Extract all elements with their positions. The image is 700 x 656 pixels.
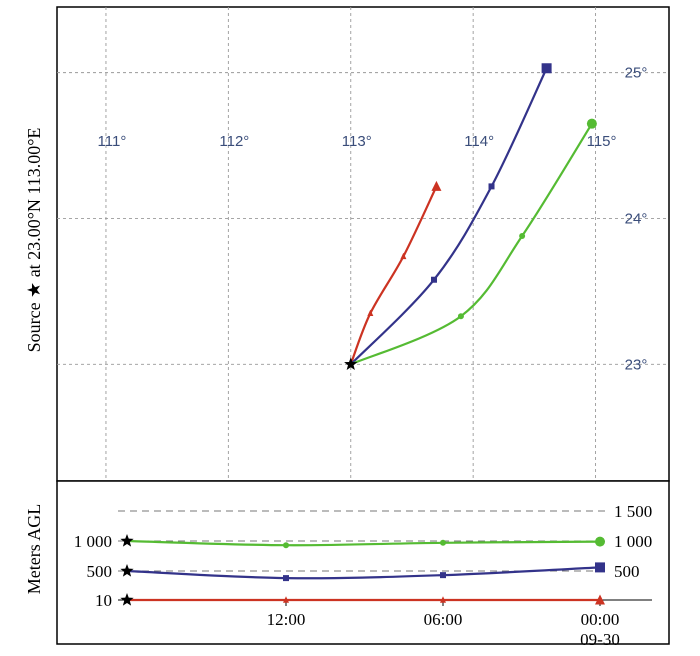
trajectory-line: [349, 67, 548, 366]
height-frame: [56, 480, 670, 645]
trajectory-point: [541, 63, 552, 74]
map-y-axis-label: Source ★ at 23.00°N 113.00°E: [24, 128, 44, 353]
longitude-tick-label: 111°: [98, 133, 127, 150]
trajectory-point: [488, 183, 495, 190]
height-series: [126, 536, 605, 605]
height-point: [595, 594, 605, 605]
height-x-tick-label: 00:00: [581, 610, 620, 629]
height-left-tick-label: 10: [95, 591, 112, 610]
latitude-tick-label: 25°: [625, 65, 648, 82]
height-right-tick-label: 500: [614, 562, 640, 581]
height-right-tick-labels: 500 1 000 1 500: [614, 502, 652, 581]
height-left-tick-label: 500: [87, 562, 113, 581]
map-grid: [57, 7, 669, 481]
trajectory-point: [431, 180, 442, 191]
height-point: [283, 542, 289, 549]
trajectory-point: [430, 276, 437, 283]
height-source-star-icon: [120, 564, 134, 577]
height-point: [440, 572, 446, 579]
height-right-tick-label: 1 500: [614, 502, 652, 521]
trajectory-map-panel: 111° 112° 113° 114° 115° 23° 24° 25° Source ★ …: [24, 6, 670, 482]
trajectory-point: [519, 232, 526, 239]
trajectory-line: [350, 123, 593, 366]
height-left-tick-label: 1 000: [74, 532, 112, 551]
trajectory-line: [349, 185, 438, 365]
trajectory-point: [400, 252, 407, 260]
height-point: [440, 596, 446, 603]
latitude-labels: 23° 24° 25°: [625, 65, 648, 374]
height-x-tick-sublabel: 09-30: [580, 630, 620, 649]
height-point: [440, 539, 446, 546]
longitude-labels: 111° 112° 113° 114° 115°: [98, 133, 617, 150]
height-right-tick-label: 1 000: [614, 532, 652, 551]
map-frame: [56, 6, 670, 482]
latitude-tick-label: 24°: [625, 210, 648, 227]
longitude-tick-label: 115°: [587, 133, 617, 150]
source-marker: [344, 357, 358, 370]
trajectory-point: [367, 309, 374, 316]
height-point: [283, 575, 289, 582]
height-left-tick-labels: 10 500 1 000: [74, 532, 112, 610]
longitude-tick-label: 112°: [219, 133, 249, 150]
height-x-tick-label: 06:00: [424, 610, 463, 629]
longitude-tick-label: 113°: [342, 133, 372, 150]
height-profile-panel: 10 500 1 000 500 1 000 1 500 12:00 06:00 00:00…: [24, 480, 670, 649]
height-x-tick-label: 12:00: [267, 610, 306, 629]
height-source-markers: [120, 534, 134, 606]
height-y-axis-label: Meters AGL: [24, 504, 44, 594]
trajectory-point: [457, 313, 464, 320]
height-line: [126, 539, 601, 547]
longitude-tick-label: 114°: [464, 133, 494, 150]
map-trajectories: [349, 63, 597, 366]
latitude-tick-label: 23°: [625, 356, 648, 373]
height-line: [126, 566, 601, 580]
source-star-icon: [344, 357, 358, 370]
height-source-star-icon: [120, 534, 134, 547]
trajectory-point: [586, 118, 597, 129]
height-source-star-icon: [120, 593, 134, 606]
height-point: [283, 596, 289, 603]
height-point: [595, 536, 605, 547]
height-point: [595, 562, 605, 573]
